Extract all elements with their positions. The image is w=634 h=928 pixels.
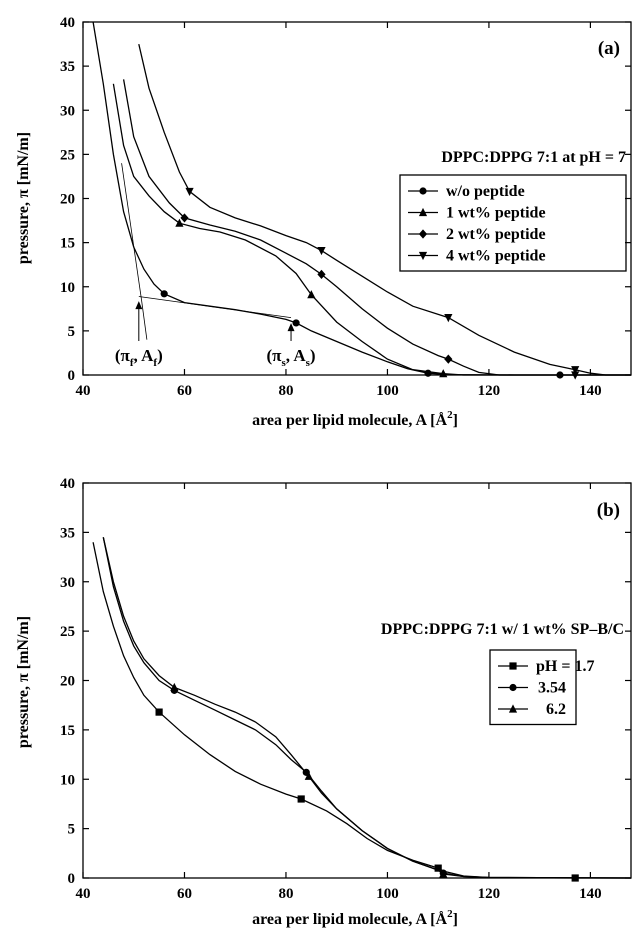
panel-a-series-1-wt-peptide-point [175, 218, 184, 227]
panel-b-y-tick-label: 25 [60, 624, 75, 640]
panel-a-annotation-arrow-head [135, 301, 143, 310]
panel-a-legend-marker-4-wt-peptide [418, 251, 428, 261]
panel-a-curves [92, 21, 631, 380]
panel-b-series-ph-1-7-point [434, 864, 442, 872]
panel-a-x-tick-label: 80 [278, 383, 293, 399]
panel-b-y-tick-label: 35 [60, 525, 75, 541]
panel-a-legend-label-w-o-peptide: w/o peptide [446, 183, 525, 200]
panel-a-annotation-label-f: (πf, Af) [115, 346, 163, 369]
panel-b-x-axis-label-main: area per lipid molecule, A [Å [252, 910, 447, 928]
panel-a-x-axis-label-main: area per lipid molecule, A [Å [252, 411, 447, 429]
panel-a-x-axis-label-superscript: 2 [447, 409, 453, 421]
panel-a-series-4-wt-peptide-point [571, 371, 580, 380]
panel-b-y-tick-label: 0 [68, 871, 76, 887]
panel-a-y-tick-label: 25 [60, 147, 75, 163]
panel-a-y-tick-label: 15 [60, 236, 75, 252]
panel-a-legend-marker-2-wt-peptide [418, 229, 428, 239]
panel-b-x-tick-label: 120 [478, 886, 501, 902]
panel-b-x-axis-label: area per lipid molecule, A [Å2] [252, 908, 458, 928]
panel-a-series-w-o-peptide-point [160, 290, 168, 298]
panel-a-series-4-wt-peptide-point [444, 314, 453, 323]
panel-a-y-tick-label: 10 [60, 280, 75, 296]
panel-a-x-tick-label: 40 [76, 383, 91, 399]
panel-a-series-4-wt-peptide-point [317, 246, 326, 256]
panel-b-series-ph-1-7-point [155, 708, 163, 716]
panel-a-series-2-wt-peptide-point [317, 269, 326, 279]
panel-b-legend-label-ph-1-7: pH = 1.7 [536, 658, 594, 675]
panel-a-y-tick-label: 35 [60, 59, 75, 75]
panel-a-y-tick-label: 20 [60, 192, 75, 208]
panel-b-series-6-2-point [304, 771, 313, 780]
panel-b-series-6-2-point [439, 869, 448, 878]
panel-a-x-axis-label-end: ] [453, 412, 458, 429]
panel-b-y-tick-label: 20 [60, 674, 75, 690]
panel-b-series-ph-1-7-line [92, 542, 631, 879]
panel-b-legend-marker-ph-1-7 [509, 662, 517, 670]
panel-b-y-axis-label: pressure, π [mN/m] [15, 616, 32, 748]
panel-a-condition-label: DPPC:DPPG 7:1 at pH = 7 [441, 149, 626, 166]
panel-a-x-tick-label: 100 [376, 383, 399, 399]
panel-a-y-tick-label: 40 [60, 15, 75, 31]
panel-b-series-6-2-point [170, 682, 179, 692]
panel-a-annotations: (πf, Af) (πs, As) [115, 301, 316, 369]
panel-a-tangent-lines [121, 163, 292, 340]
panel-b-x-tick-label: 40 [76, 886, 91, 902]
panel-a-series-4-wt-peptide-point [571, 366, 580, 375]
panel-a-series-1-wt-peptide-point [439, 369, 448, 378]
panel-b-x-tick-label: 140 [579, 886, 602, 902]
panel-b-y-tick-label: 15 [60, 723, 75, 739]
panel-b-series-6-2-line [102, 537, 632, 879]
panel-a-legend: w/o peptide 1 wt% peptide 2 wt% peptide 4 w… [399, 174, 627, 272]
panel-a-legend-label-4-wt-peptide: 4 wt% peptide [446, 248, 546, 265]
panel-a-series-w-o-peptide-point [292, 319, 300, 327]
panel-b-curves [92, 537, 632, 882]
panel-b-x-tick-label: 100 [376, 886, 399, 902]
panel-b-axis-ticks: 40 60 80 100 120 140 0 5 10 15 20 25 30 35 40 [60, 476, 631, 902]
panel-b-legend-marker-3-54 [509, 683, 517, 692]
panel-a-series-4-wt-peptide-line [138, 43, 631, 376]
panel-b-y-tick-label: 40 [60, 476, 75, 492]
panel-b-legend: pH = 1.7 3.54 6.2 [489, 649, 594, 726]
panel-a-series-2-wt-peptide-point [444, 354, 453, 364]
panel-a-tangent-line [121, 163, 148, 340]
panel-b-series-ph-1-7-point [297, 795, 305, 803]
panel-a: (a) DPPC:DPPG 7:1 at pH = 7 w/o peptide 1… [15, 15, 632, 429]
panel-b-condition-label: DPPC:DPPG 7:1 w/ 1 wt% SP–B/C [381, 621, 624, 638]
panel-a-axis-ticks: 40 60 80 100 120 140 0 5 10 15 20 25 30 35 40 [60, 15, 631, 399]
panel-a-legend-marker-1-wt-peptide [418, 207, 428, 217]
panel-b-legend-label-6-2: 6.2 [546, 701, 566, 718]
panel-a-x-tick-label: 60 [177, 383, 192, 399]
panel-b-y-tick-label: 30 [60, 575, 75, 591]
panel-a-legend-label-1-wt-peptide: 1 wt% peptide [446, 205, 546, 222]
panel-a-annotation-label-s: (πs, As) [267, 346, 316, 369]
panel-b-x-axis-label-end: ] [453, 911, 458, 928]
panel-b-x-axis-label-superscript: 2 [447, 908, 453, 920]
panel-a-series-2-wt-peptide-point [180, 213, 189, 223]
panel-a-x-axis-label: area per lipid molecule, A [Å2] [252, 409, 458, 429]
panel-a-y-tick-label: 30 [60, 103, 75, 119]
panel-a-series-1-wt-peptide-line [112, 83, 631, 376]
panel-a-annotation-arrow-head [287, 323, 295, 332]
panel-b-label: (b) [597, 500, 620, 521]
panel-a-y-tick-label: 5 [68, 324, 76, 340]
panel-b: (b) DPPC:DPPG 7:1 w/ 1 wt% SP–B/C pH = 1… [15, 476, 632, 928]
panel-a-legend-label-2-wt-peptide: 2 wt% peptide [446, 226, 546, 243]
panel-a-series-4-wt-peptide-point [185, 187, 194, 197]
panel-a-label: (a) [598, 38, 620, 59]
panel-a-y-axis-label: pressure, π [mN/m] [15, 132, 32, 264]
panel-a-y-tick-label: 0 [68, 368, 76, 384]
panel-b-legend-marker-6-2 [508, 704, 518, 713]
panel-b-y-tick-label: 10 [60, 772, 75, 788]
panel-a-x-tick-label: 140 [579, 383, 602, 399]
panel-a-x-tick-label: 120 [478, 383, 501, 399]
panel-a-legend-marker-w-o-peptide [419, 187, 427, 195]
panel-b-y-tick-label: 5 [68, 822, 76, 838]
panel-b-x-tick-label: 60 [177, 886, 192, 902]
panel-b-x-tick-label: 80 [278, 886, 293, 902]
panel-a-series-1-wt-peptide-point [307, 290, 316, 299]
panel-b-legend-label-3-54: 3.54 [538, 680, 566, 697]
